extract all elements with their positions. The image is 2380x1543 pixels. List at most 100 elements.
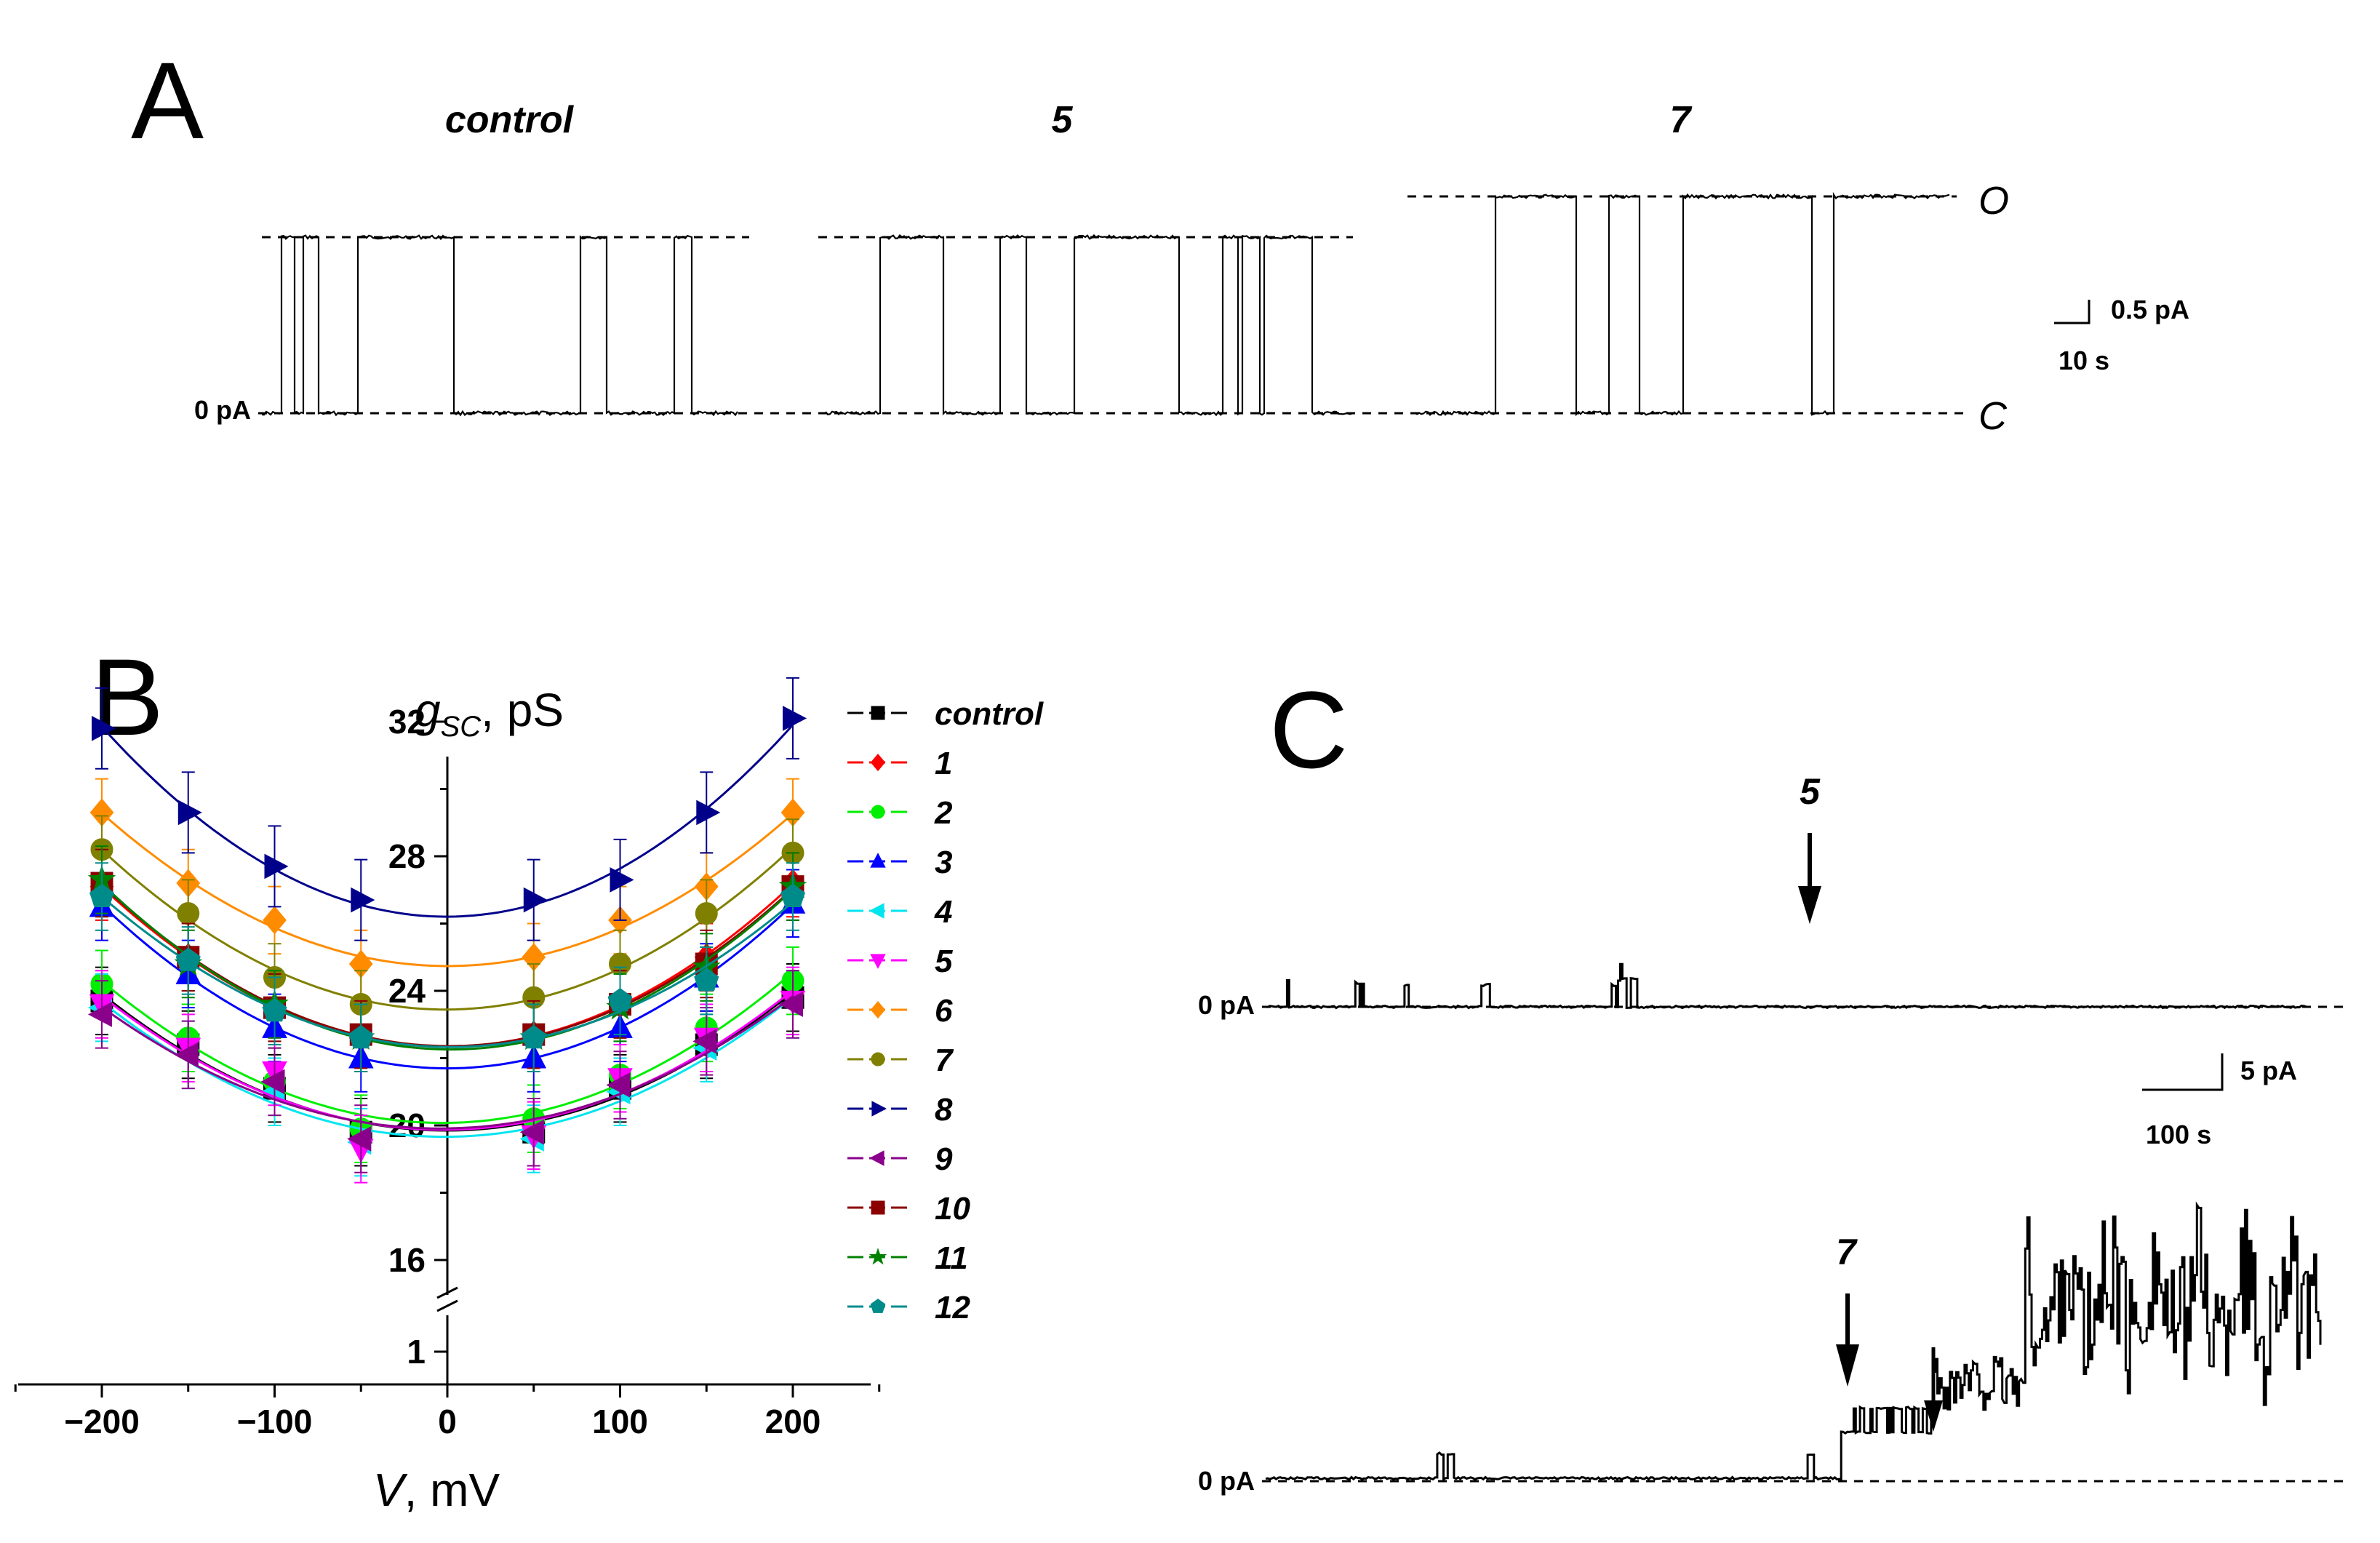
- y-axis-symbol: g: [415, 684, 441, 736]
- x-tick-label: 100: [592, 1403, 648, 1440]
- data-point: [692, 1029, 717, 1054]
- legend-label: 12: [935, 1290, 970, 1325]
- legend-entry-7: 7: [847, 1042, 954, 1078]
- legend-marker: [871, 805, 885, 819]
- legend-entry-6: 6: [847, 993, 953, 1029]
- scale-current-c: 5 pA: [2240, 1056, 2297, 1085]
- data-point: [696, 800, 721, 826]
- scale-current-a: 0.5 pA: [2111, 295, 2189, 324]
- second-arrow-head: [1924, 1400, 1943, 1432]
- legend-marker: [870, 754, 886, 772]
- data-point: [348, 1024, 374, 1049]
- panel-a-heading-7: 7: [1670, 99, 1693, 141]
- y-tick-label: 24: [388, 972, 426, 1010]
- compound-5-label: 5: [1800, 771, 1821, 812]
- trace-line-0: [261, 234, 738, 417]
- y-axis-subscript: SC: [441, 711, 482, 743]
- fit-curve: [101, 996, 794, 1139]
- data-point: [89, 883, 114, 907]
- series-4: [87, 970, 803, 1177]
- legend-entry-8: 8: [847, 1092, 953, 1128]
- data-point: [778, 992, 803, 1017]
- legend-label: 5: [935, 944, 953, 979]
- panel-a: A control 5 7 0 pA O C 0.5 pA 10 s: [131, 39, 2189, 438]
- data-point: [177, 902, 200, 925]
- y-break-tick-label: 1: [407, 1333, 426, 1371]
- panel-b: B gSC, pS V, mV −200 −100 0 100 200162024283…: [14, 636, 1044, 1516]
- closed-state-label: C: [1978, 394, 2008, 438]
- fit-curve: [100, 846, 794, 1011]
- x-tick-label: 0: [438, 1403, 457, 1440]
- data-point: [607, 987, 633, 1012]
- data-point: [694, 968, 719, 992]
- compound-5-arrow-head: [1798, 886, 1821, 924]
- legend-label: 3: [935, 845, 952, 880]
- fit-curve: [101, 812, 794, 968]
- x-axis-label: V, mV: [373, 1464, 500, 1516]
- trace-line: [1265, 962, 2307, 1010]
- legend-marker: [870, 853, 886, 868]
- legend-entry-10: 10: [847, 1191, 970, 1227]
- y-axis-label: gSC, pS: [415, 684, 564, 743]
- data-point: [175, 947, 201, 971]
- legend-label: control: [935, 696, 1044, 732]
- data-point: [264, 853, 289, 880]
- trace-7: [1414, 191, 1950, 417]
- legend-marker: [870, 1299, 886, 1313]
- fit-curve: [101, 989, 794, 1131]
- legend-entry-11: 11: [847, 1240, 968, 1276]
- y-axis-unit: , pS: [481, 684, 564, 736]
- zero-current-label-c-bottom: 0 pA: [1198, 1466, 1255, 1496]
- trace-c-bottom: [1265, 1201, 2322, 1481]
- series-9: [87, 970, 803, 1173]
- axis-break-mark-2: [436, 1299, 458, 1312]
- fit-curve: [100, 882, 794, 1051]
- legend-label: 11: [935, 1240, 968, 1276]
- legend-marker: [870, 954, 886, 969]
- x-tick-label: −200: [64, 1403, 140, 1440]
- legend-entry-9: 9: [847, 1141, 953, 1177]
- legend-label: 8: [935, 1092, 953, 1128]
- data-point: [521, 1024, 546, 1049]
- y-tick-label: 32: [388, 703, 426, 741]
- axis-break-mark-1: [436, 1286, 458, 1299]
- data-point: [606, 1072, 631, 1098]
- x-tick-label: −100: [237, 1403, 313, 1440]
- data-point: [174, 1042, 199, 1068]
- y-tick-label: 28: [388, 837, 426, 875]
- legend-marker: [869, 1150, 884, 1166]
- data-point: [780, 883, 805, 907]
- fit-curve: [101, 971, 794, 1124]
- data-point: [263, 906, 287, 935]
- panel-a-heading-5: 5: [1052, 99, 1074, 141]
- data-point: [177, 800, 202, 826]
- panel-c: C 5 0 pA 5 pA 100 s 7 0 pA: [1198, 669, 2349, 1496]
- data-point: [523, 887, 548, 913]
- legend-label: 9: [935, 1141, 953, 1177]
- fit-curve: [100, 724, 794, 918]
- scale-bar-c: [2142, 1053, 2224, 1091]
- legend-entry-12: 12: [847, 1290, 970, 1325]
- legend-marker: [871, 1101, 887, 1117]
- panel-a-heading-control: control: [445, 99, 575, 141]
- legend-entry-2: 2: [847, 795, 953, 831]
- legend-marker: [871, 706, 885, 720]
- scale-time-c: 100 s: [2146, 1120, 2211, 1149]
- trace-5: [825, 234, 1352, 417]
- scale-bar-a: [2054, 300, 2091, 324]
- legend-entry-4: 4: [847, 894, 952, 930]
- trace-line: [1265, 1201, 2322, 1481]
- legend-entry-control: control: [847, 696, 1044, 732]
- panel-a-letter: A: [131, 39, 204, 162]
- compound-7-label: 7: [1836, 1232, 1858, 1272]
- trace-c-top: [1265, 962, 2307, 1010]
- compound-7-arrow-head: [1836, 1344, 1859, 1387]
- y-tick-label: 16: [388, 1241, 426, 1279]
- legend-label: 6: [935, 993, 953, 1029]
- legend-marker: [869, 903, 884, 919]
- data-point: [262, 997, 287, 1022]
- data-point: [260, 1069, 285, 1095]
- legend-label: 7: [935, 1042, 954, 1078]
